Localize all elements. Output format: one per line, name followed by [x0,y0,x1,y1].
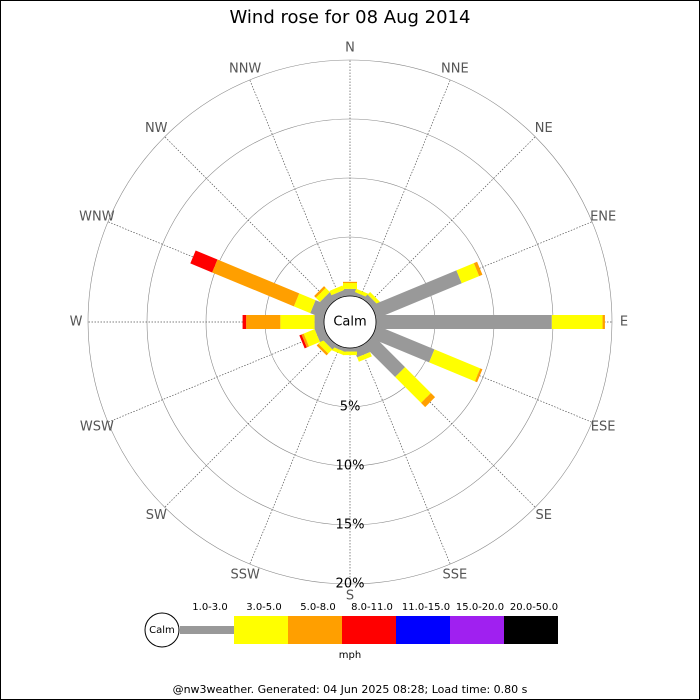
legend-label: 1.0-3.0 [192,602,227,613]
legend-swatch [396,616,450,644]
legend-swatch [180,626,234,634]
direction-label: W [70,315,83,330]
direction-label: WNW [79,210,115,225]
legend-swatch [342,616,396,644]
bar-segment [343,281,357,284]
bar-segment [371,325,435,363]
bar-segment [343,351,357,356]
bar-segment [318,339,333,354]
bar-segment [314,325,329,343]
legend-label: 8.0-11.0 [351,602,393,613]
legend-label: 20.0-50.0 [510,602,558,613]
bar-segment [301,333,310,348]
bar-segment [343,288,357,296]
spoke [164,136,332,304]
spoke [249,79,341,299]
direction-label: NNW [229,61,261,76]
bar-segment [367,291,381,305]
bar-segment [343,348,357,352]
bar-segment [602,315,605,329]
chart-title: Wind rose for 08 Aug 2014 [230,7,471,28]
ring-label: 20% [336,577,365,592]
bar-segment [246,315,281,329]
unit-label: mph [339,650,361,661]
footer: @nw3weather. Generated: 04 Jun 2025 08:2… [173,683,528,696]
bar-segment [329,285,345,296]
bar-segment [357,352,372,362]
bar-segment [299,334,307,349]
bar-segment [376,315,552,329]
bar-segment [316,343,329,356]
direction-label: NNE [441,61,469,76]
direction-label: NE [535,121,553,136]
bar-segment [343,283,357,289]
spoke [368,136,536,304]
spoke [249,345,341,565]
ring-label: 10% [336,459,365,474]
spoke [164,340,332,508]
bar-segment [331,289,347,301]
legend-swatch [234,616,288,644]
bar-segment [314,315,324,329]
direction-label: SSW [230,568,260,583]
bar-segment [371,270,462,319]
bar-segment [473,261,483,277]
direction-label: SE [536,508,552,523]
direction-label: N [345,41,355,56]
spoke [107,331,327,423]
legend-swatch [288,616,342,644]
ring-label: 5% [340,400,361,415]
legend-calm [144,612,180,648]
spoke [359,79,451,299]
bar-segment [429,349,481,382]
legend-calm-label: Calm [149,625,175,636]
direction-label: SSE [442,568,467,583]
ring-label: 15% [336,518,365,533]
direction-label: SW [146,508,167,523]
direction-label: NW [145,121,168,136]
direction-label: E [620,315,628,330]
legend-label: 15.0-20.0 [456,602,504,613]
bar-segment [190,250,218,273]
bar-segment [354,288,370,298]
bar-segment [551,315,603,329]
legend-swatch [504,616,558,644]
bar-segment [395,367,431,403]
bar-segment [456,263,480,284]
legend-label: 3.0-5.0 [246,602,281,613]
legend-label: 5.0-8.0 [300,602,335,613]
direction-label: WSW [80,419,114,434]
direction-label: ENE [590,210,616,225]
bar-segment [293,293,316,314]
bar-segment [315,287,330,302]
bar-segment [314,286,326,298]
bar-segment [303,329,320,347]
bar-segment [242,315,247,329]
direction-label: S [346,589,354,604]
legend-label: 11.0-15.0 [402,602,450,613]
bar-segment [474,368,483,383]
bar-segment [212,259,300,307]
legend-swatch [450,616,504,644]
bar-segment [353,343,371,358]
calm-label: Calm [333,315,366,330]
ring [87,59,613,585]
bar-segment [421,393,436,408]
spoke [359,345,451,565]
calm-circle [323,295,377,349]
direction-label: ESE [591,419,616,434]
bar-segment [363,335,406,378]
bar-segment [330,346,346,356]
bar-segment [280,315,315,329]
